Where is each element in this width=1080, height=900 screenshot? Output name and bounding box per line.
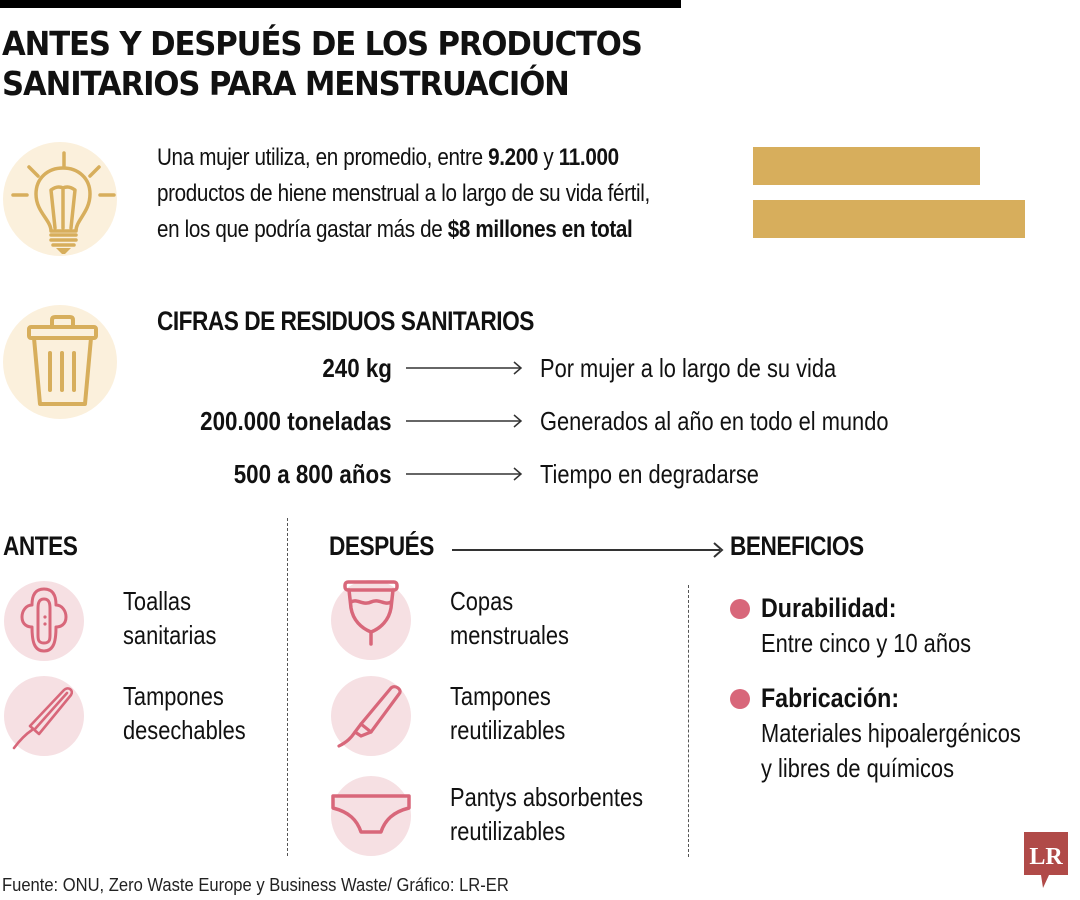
title-line-2: SANITARIOS PARA MENSTRUACIÓN <box>2 64 570 103</box>
stat-description: Generados al año en todo el mundo <box>540 406 889 436</box>
beneficios-heading: BENEFICIOS <box>730 531 864 561</box>
antes-heading: ANTES <box>3 531 78 561</box>
bullet-dot-icon <box>730 689 750 709</box>
item-label: Tampones reutilizables <box>450 681 566 745</box>
source-credit: Fuente: ONU, Zero Waste Europe y Busines… <box>2 875 509 895</box>
item-label: Copas menstruales <box>450 586 569 650</box>
arrow-right-icon <box>406 361 523 375</box>
arrow-right-icon <box>713 542 724 558</box>
stat-value: 200.000 toneladas <box>200 406 392 436</box>
period-underwear-icon <box>331 776 411 856</box>
item-label: Pantys absorbentes reutilizables <box>450 782 644 846</box>
stat-row: 200.000 toneladas Generados al año en to… <box>0 403 1080 439</box>
lightbulb-icon <box>3 142 117 256</box>
menstrual-cup-icon <box>331 580 411 660</box>
flow-arrow-line <box>452 549 720 551</box>
bar-max-products <box>753 200 1025 238</box>
stat-description: Tiempo en degradarse <box>540 459 759 489</box>
bar-min-products <box>753 147 980 185</box>
bullet-dot-icon <box>730 599 750 619</box>
divider-antes-despues <box>287 518 288 856</box>
stat-description: Por mujer a lo largo de su vida <box>540 353 837 383</box>
max-products: 11.000 <box>558 144 619 171</box>
stat-value: 500 a 800 años <box>234 459 392 489</box>
top-rule <box>0 0 681 8</box>
residuos-heading: CIFRAS DE RESIDUOS SANITARIOS <box>157 306 534 336</box>
divider-despues-beneficios <box>688 585 689 857</box>
intro-text: Una mujer utiliza, en promedio, entre 9.… <box>157 144 650 243</box>
stat-row: 240 kg Por mujer a lo largo de su vida <box>0 350 1080 386</box>
sanitary-pad-icon <box>4 581 84 661</box>
trash-can-icon <box>3 305 117 419</box>
svg-text:LR: LR <box>1029 844 1063 870</box>
despues-heading: DESPUÉS <box>329 531 434 561</box>
arrow-right-icon <box>406 414 523 428</box>
total-cost: $8 millones en total <box>447 216 633 243</box>
lr-logo: LR <box>1024 832 1068 888</box>
min-products: 9.200 <box>488 144 539 171</box>
item-label: Toallas sanitarias <box>123 586 217 650</box>
stat-row: 500 a 800 años Tiempo en degradarse <box>0 456 1080 492</box>
page-title: ANTES Y DESPUÉS DE LOS PRODUCTOS SANITAR… <box>2 24 643 104</box>
title-line-1: ANTES Y DESPUÉS DE LOS PRODUCTOS <box>2 24 643 63</box>
stat-value: 240 kg <box>322 353 392 383</box>
tampon-icon <box>4 676 84 756</box>
reusable-tampon-icon <box>331 676 411 756</box>
arrow-right-icon <box>406 467 523 481</box>
item-label: Tampones desechables <box>123 681 246 745</box>
